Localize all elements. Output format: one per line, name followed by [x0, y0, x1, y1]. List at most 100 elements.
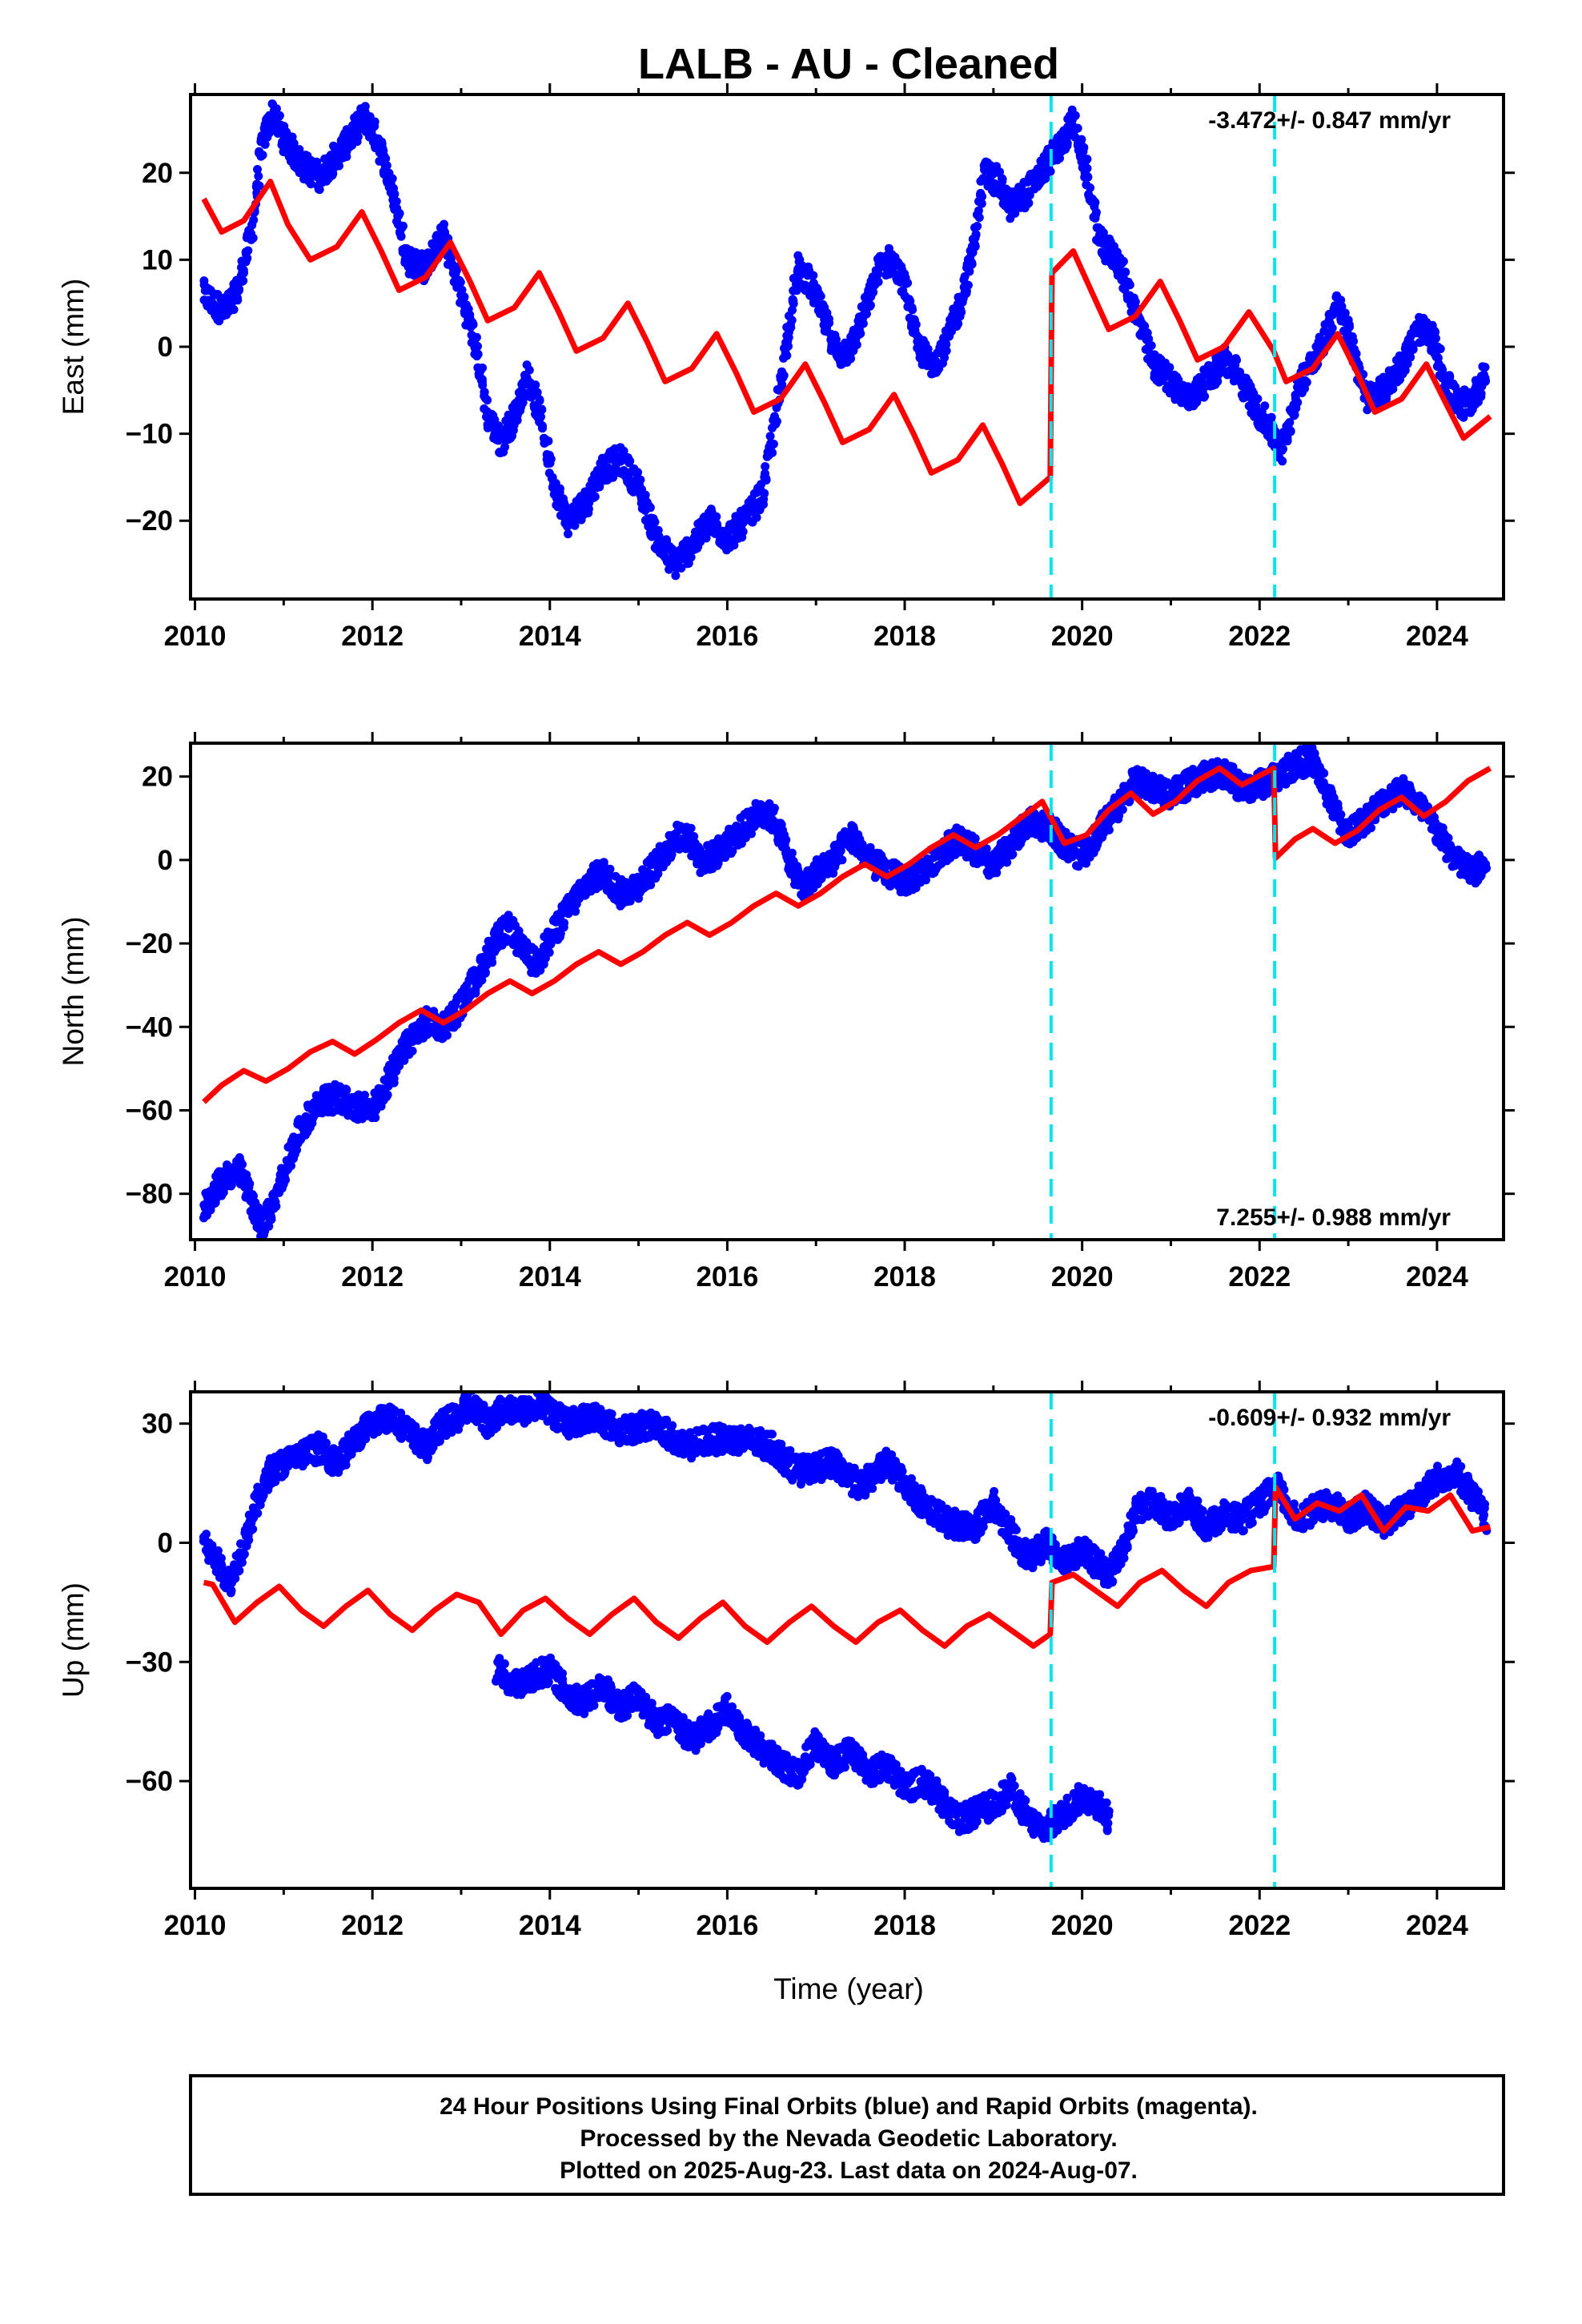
- observed-point: [1302, 377, 1311, 387]
- observed-point: [271, 104, 281, 114]
- observed-point: [1476, 389, 1486, 398]
- observed-point: [1351, 349, 1361, 359]
- observed-point: [1445, 372, 1455, 382]
- observed-point: [852, 340, 861, 349]
- observed-point: [342, 1085, 351, 1095]
- observed-point: [923, 344, 933, 354]
- observed-point: [570, 521, 580, 530]
- observed-point: [1388, 384, 1398, 394]
- observed-point: [970, 834, 980, 843]
- panel-1: 2010 2012 2014 2016 2018 2020 2022 2024−20−1001…: [57, 83, 1515, 652]
- observed-point: [229, 305, 239, 315]
- observed-point: [524, 365, 534, 375]
- observed-point: [1443, 833, 1453, 842]
- observed-point: [440, 219, 448, 229]
- observed-point: [1002, 858, 1012, 867]
- observed-point: [1260, 401, 1270, 411]
- observed-point: [974, 213, 984, 223]
- observed-point: [1278, 456, 1287, 466]
- observed-point: [1340, 308, 1350, 318]
- plot-area: [199, 743, 1492, 1240]
- chart-title: LALB - AU - Cleaned: [638, 40, 1059, 88]
- observed-point: [1144, 334, 1154, 344]
- observed-point: [1041, 174, 1050, 183]
- observed-point: [381, 154, 391, 163]
- observed-point: [974, 206, 983, 215]
- observed-point: [275, 111, 284, 120]
- observed-point: [1165, 363, 1174, 372]
- observed-point: [977, 199, 986, 208]
- observed-point: [590, 492, 600, 501]
- observed-point: [1344, 320, 1354, 330]
- observed-point: [1090, 198, 1100, 207]
- observed-point: [1073, 123, 1082, 133]
- observed-point: [546, 454, 556, 464]
- observed-point: [287, 1161, 295, 1171]
- observed-point: [538, 424, 547, 433]
- observed-point: [1406, 352, 1415, 362]
- observed-point: [271, 1201, 281, 1211]
- observed-point: [306, 179, 315, 189]
- observed-point: [970, 242, 980, 251]
- observed-point: [911, 320, 921, 329]
- observed-point: [982, 844, 991, 854]
- observed-point: [370, 117, 379, 127]
- observed-point: [473, 349, 483, 359]
- observed-point: [761, 474, 771, 484]
- observed-point: [769, 803, 779, 813]
- observed-point: [633, 468, 643, 477]
- y-tick-label: 0: [158, 332, 173, 363]
- observed-point: [307, 1119, 317, 1128]
- observed-point: [1125, 280, 1134, 290]
- observed-point: [267, 1215, 276, 1224]
- observed-point: [335, 161, 343, 171]
- observed-point: [234, 286, 243, 296]
- observed-point: [781, 835, 791, 845]
- y-tick-label: −20: [126, 505, 173, 537]
- observed-point: [967, 259, 977, 269]
- observed-point: [729, 541, 739, 550]
- observed-point: [686, 823, 696, 833]
- observed-point: [244, 1183, 254, 1192]
- observed-point: [537, 404, 547, 414]
- observed-point: [1363, 405, 1372, 415]
- x-tick-label: 2016: [696, 621, 758, 652]
- observed-point: [371, 1113, 380, 1123]
- observed-series: [199, 99, 1491, 581]
- observed-point: [390, 189, 400, 199]
- observed-point: [1024, 199, 1034, 207]
- observed-point: [400, 1055, 409, 1065]
- observed-point: [1118, 805, 1127, 814]
- observed-point: [1347, 332, 1357, 341]
- observed-point: [1082, 155, 1092, 164]
- observed-point: [472, 332, 481, 342]
- observed-point: [258, 151, 267, 160]
- observed-point: [512, 416, 522, 425]
- observed-point: [861, 309, 871, 319]
- observed-point: [1232, 356, 1241, 365]
- observed-point: [478, 380, 488, 390]
- observed-point: [619, 446, 628, 456]
- observed-point: [238, 1160, 247, 1169]
- x-tick-label: 2018: [873, 621, 936, 652]
- observed-point: [465, 310, 475, 320]
- x-tick-label: 2022: [1228, 621, 1291, 652]
- observed-point: [1431, 334, 1440, 343]
- x-tick-label: 2020: [1051, 621, 1114, 652]
- observed-point: [1008, 850, 1018, 859]
- observed-point: [954, 319, 963, 328]
- observed-point: [768, 448, 777, 457]
- observed-point: [483, 396, 492, 405]
- observed-point: [1104, 825, 1114, 834]
- observed-point: [389, 1074, 399, 1084]
- observed-point: [824, 314, 833, 324]
- x-tick-label: 2024: [1406, 621, 1468, 652]
- observed-point: [480, 967, 490, 977]
- observed-point: [460, 292, 469, 302]
- observed-point: [816, 292, 825, 301]
- observed-point: [921, 875, 930, 885]
- observed-point: [682, 536, 692, 545]
- observed-point: [281, 1175, 291, 1184]
- observed-point: [396, 231, 406, 241]
- observed-point: [908, 305, 917, 315]
